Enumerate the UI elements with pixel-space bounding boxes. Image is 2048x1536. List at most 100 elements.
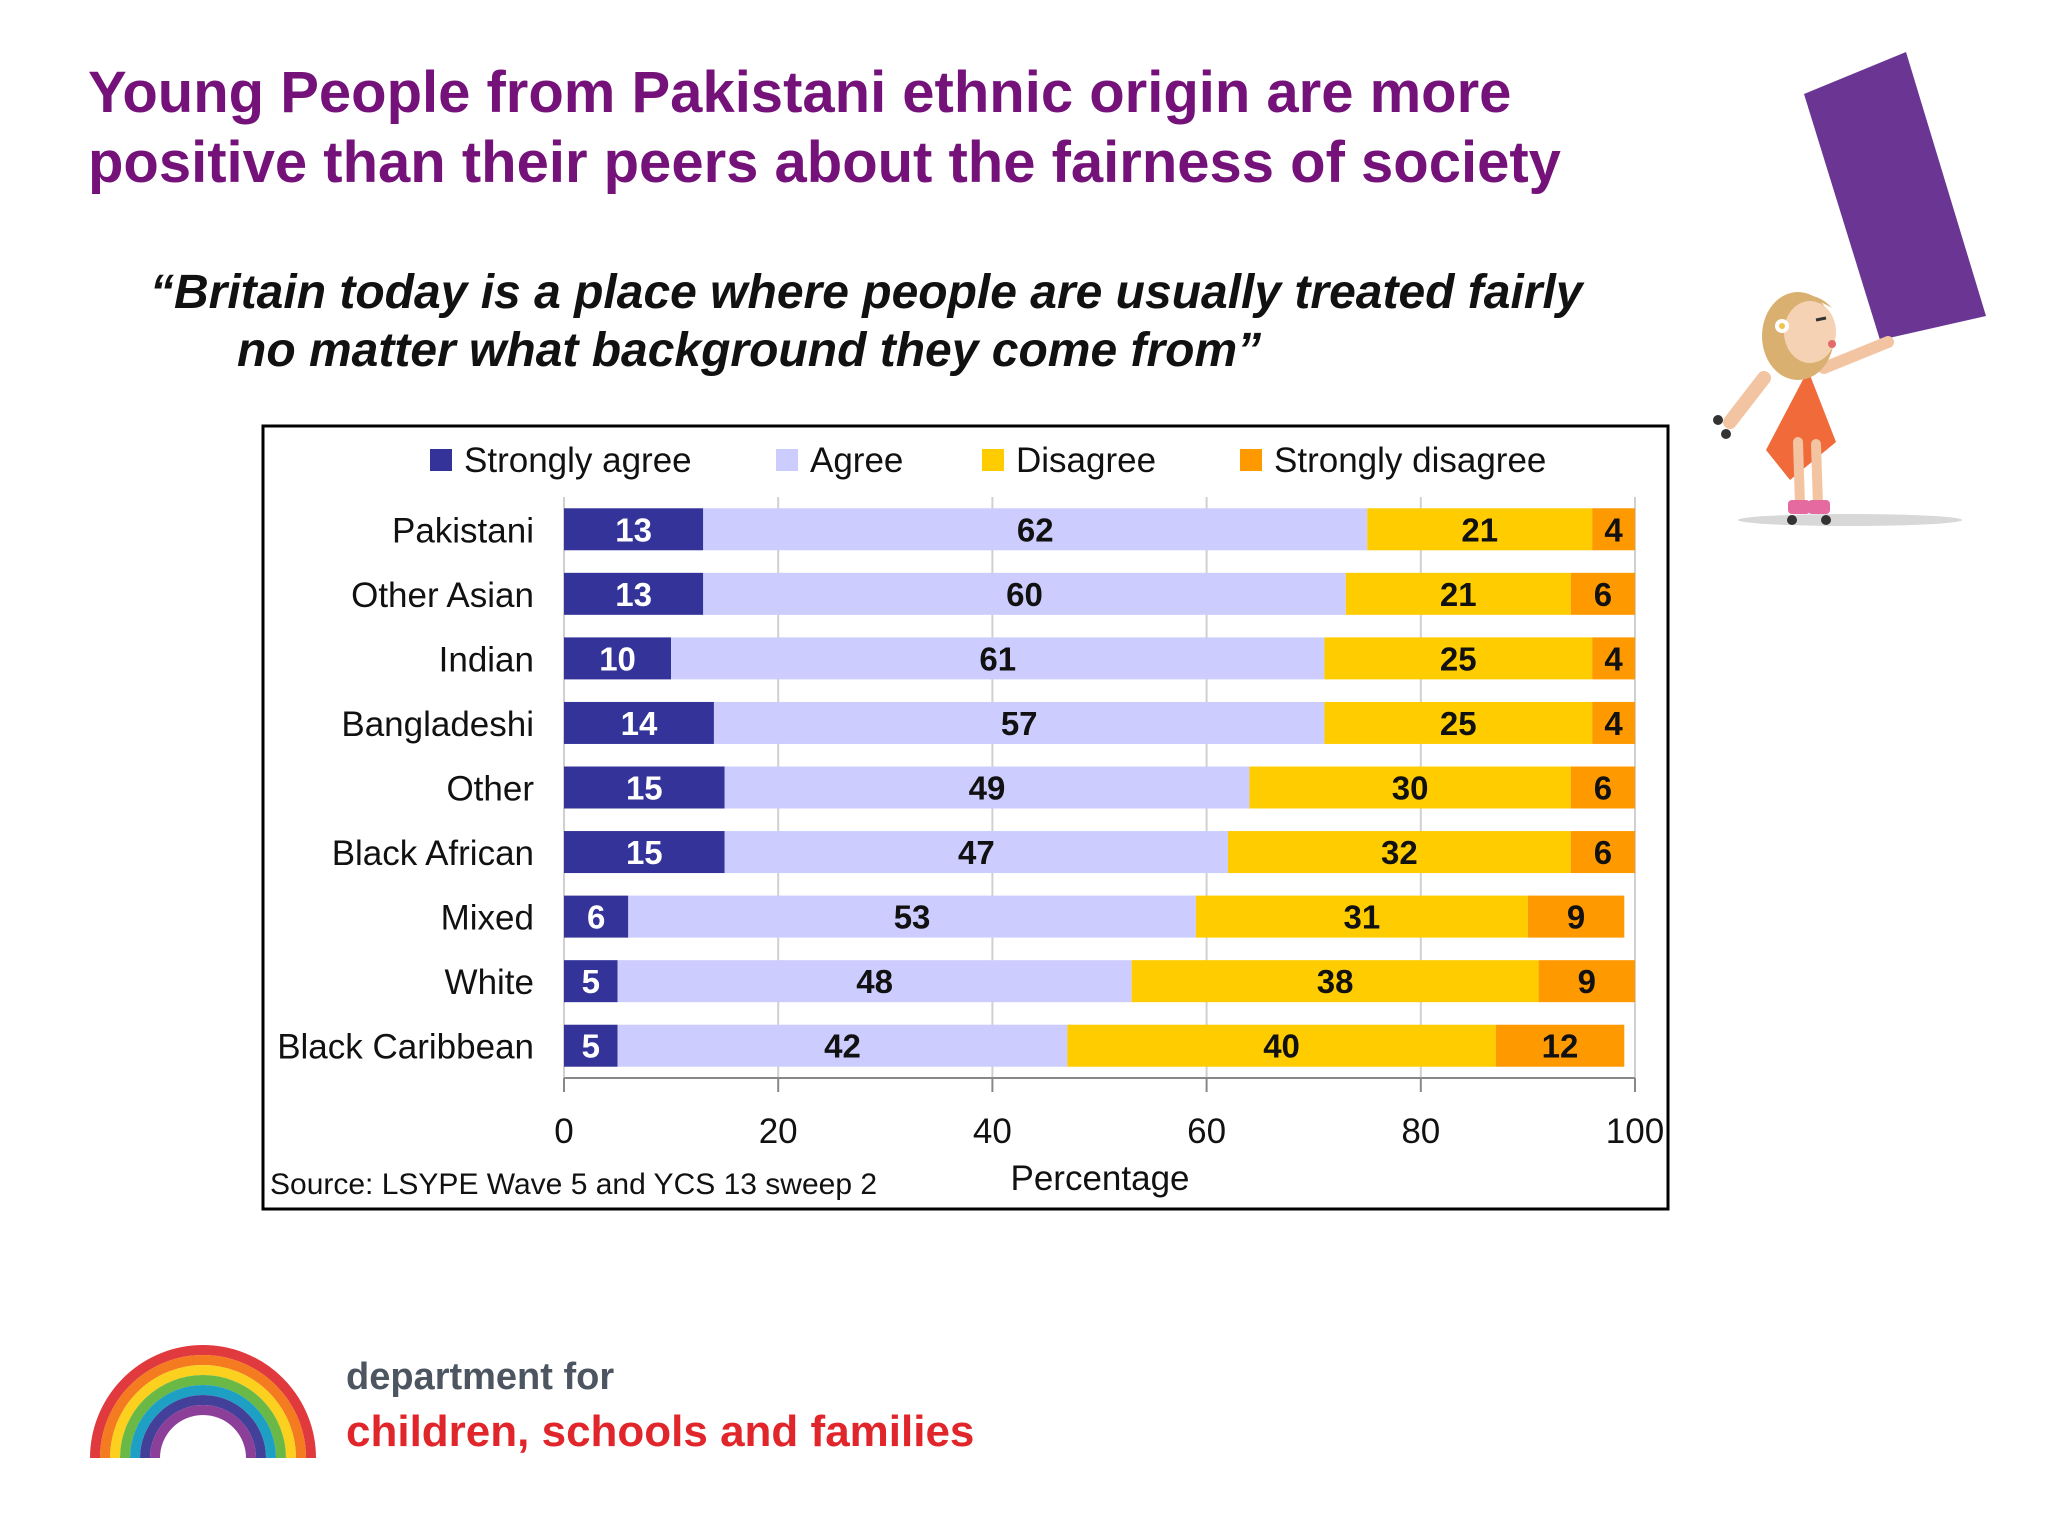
x-axis-title: Percentage bbox=[1010, 1159, 1189, 1198]
bar-value-label: 57 bbox=[1001, 705, 1038, 742]
bar-segment bbox=[617, 1024, 1068, 1067]
legend-label: Disagree bbox=[1016, 441, 1156, 480]
category-label: Black Caribbean bbox=[277, 1028, 534, 1067]
bar-value-label: 49 bbox=[969, 770, 1006, 807]
bar-value-label: 5 bbox=[582, 963, 600, 1000]
bar-segment bbox=[1367, 508, 1593, 551]
bar-segment bbox=[1592, 508, 1635, 551]
legend-swatch bbox=[430, 449, 452, 471]
bar-value-label: 61 bbox=[979, 640, 1016, 677]
bar-segment bbox=[713, 701, 1325, 744]
bar-value-label: 48 bbox=[856, 963, 893, 1000]
bar-segment bbox=[703, 508, 1368, 551]
bar-value-label: 42 bbox=[824, 1028, 861, 1065]
statement-line-1: “Britain today is a place where people a… bbox=[150, 266, 1583, 319]
bar-value-label: 31 bbox=[1344, 899, 1381, 936]
bar-segment bbox=[1495, 1024, 1625, 1067]
bar-segment bbox=[564, 701, 714, 744]
bar-segment bbox=[564, 766, 725, 809]
category-labels: Pakistani Other Asian Indian Bangladeshi Oth… bbox=[277, 511, 534, 1066]
bar-segment bbox=[724, 831, 1229, 874]
bar-segment bbox=[703, 572, 1346, 615]
bar-value-label: 9 bbox=[1578, 963, 1596, 1000]
source-note: Source: LSYPE Wave 5 and YCS 13 sweep 2 bbox=[270, 1168, 877, 1201]
bar-segment bbox=[628, 895, 1196, 938]
statement-line-2: no matter what background they come from… bbox=[237, 324, 1262, 377]
category-label: Indian bbox=[439, 640, 534, 679]
title-line-2: positive than their peers about the fair… bbox=[88, 130, 1561, 195]
rainbow-arc bbox=[140, 1395, 266, 1459]
bar-value-label: 4 bbox=[1604, 511, 1623, 548]
bar-value-label: 40 bbox=[1263, 1028, 1300, 1065]
bar-value-label: 60 bbox=[1006, 576, 1043, 613]
bar-segment bbox=[1538, 960, 1635, 1003]
bar-segment bbox=[1592, 701, 1635, 744]
category-label: Other bbox=[446, 770, 534, 809]
legend-swatch bbox=[1240, 449, 1262, 471]
x-tick-label: 100 bbox=[1606, 1112, 1664, 1151]
bar-segment bbox=[1195, 895, 1528, 938]
bar-segment bbox=[1345, 572, 1571, 615]
bar-value-label: 13 bbox=[615, 576, 652, 613]
bar-value-label: 10 bbox=[599, 640, 636, 677]
rainbow-arc bbox=[100, 1355, 306, 1459]
logo-text-department: department for bbox=[346, 1356, 615, 1398]
bar-value-label: 25 bbox=[1440, 640, 1477, 677]
legend-label: Agree bbox=[810, 441, 903, 480]
title-line-1: Young People from Pakistani ethnic origi… bbox=[88, 60, 1512, 125]
bar-value-label: 4 bbox=[1604, 640, 1623, 677]
bar-value-label: 13 bbox=[615, 511, 652, 548]
rainbow-arc bbox=[150, 1405, 256, 1459]
rainbow-arc bbox=[90, 1345, 316, 1459]
bar-segment bbox=[1570, 572, 1635, 615]
bar-segment bbox=[1570, 766, 1635, 809]
bar-value-label: 12 bbox=[1542, 1028, 1579, 1065]
x-tick-label: 80 bbox=[1401, 1112, 1440, 1151]
category-label: Pakistani bbox=[392, 511, 534, 550]
bar-segment bbox=[564, 831, 725, 874]
bar-value-label: 15 bbox=[626, 834, 663, 871]
legend-swatch bbox=[982, 449, 1004, 471]
bar-segment bbox=[671, 637, 1325, 680]
category-label: Bangladeshi bbox=[341, 705, 534, 744]
bar-value-label: 32 bbox=[1381, 834, 1418, 871]
bar-value-label: 47 bbox=[958, 834, 995, 871]
bar-segment bbox=[1570, 831, 1635, 874]
survey-statement: “Britain today is a place where people a… bbox=[150, 264, 1710, 380]
bar-value-label: 53 bbox=[894, 899, 931, 936]
bar-value-label: 5 bbox=[582, 1028, 600, 1065]
bar-segment bbox=[617, 960, 1132, 1003]
bar-value-label: 21 bbox=[1461, 511, 1498, 548]
bar-segment bbox=[1527, 895, 1625, 938]
bar-segment bbox=[1249, 766, 1571, 809]
bar-segment bbox=[1067, 1024, 1496, 1067]
bar-value-label: 4 bbox=[1604, 705, 1623, 742]
bar-segment bbox=[564, 960, 618, 1003]
bar-value-label: 30 bbox=[1392, 770, 1429, 807]
x-tick-label: 60 bbox=[1187, 1112, 1226, 1151]
bar-segment bbox=[724, 766, 1250, 809]
category-label: White bbox=[445, 963, 534, 1002]
legend-label: Strongly agree bbox=[464, 441, 692, 480]
legend: Strongly agree Agree Disagree Strongly disa… bbox=[430, 441, 1546, 480]
bar-value-label: 6 bbox=[1594, 576, 1612, 613]
bar-value-label: 6 bbox=[1594, 770, 1612, 807]
x-tick-labels: 0 20 40 60 80 100 bbox=[554, 1112, 1664, 1151]
bar-segment bbox=[564, 1024, 618, 1067]
bar-value-label: 14 bbox=[621, 705, 658, 742]
legend-label: Strongly disagree bbox=[1274, 441, 1546, 480]
x-tick-label: 40 bbox=[973, 1112, 1012, 1151]
category-label: Other Asian bbox=[351, 576, 534, 615]
bar-segment bbox=[564, 572, 704, 615]
legend-swatch bbox=[776, 449, 798, 471]
rainbow-arc bbox=[110, 1365, 296, 1459]
bar-segment bbox=[1228, 831, 1571, 874]
bar-segment bbox=[564, 895, 629, 938]
bar-segment bbox=[1324, 637, 1593, 680]
bar-value-label: 15 bbox=[626, 770, 663, 807]
bar-value-label: 6 bbox=[1594, 834, 1612, 871]
bar-segment bbox=[1131, 960, 1539, 1003]
rainbow-arc bbox=[120, 1375, 286, 1459]
page-title: Young People from Pakistani ethnic origi… bbox=[88, 58, 1708, 198]
x-tick-label: 20 bbox=[759, 1112, 798, 1151]
